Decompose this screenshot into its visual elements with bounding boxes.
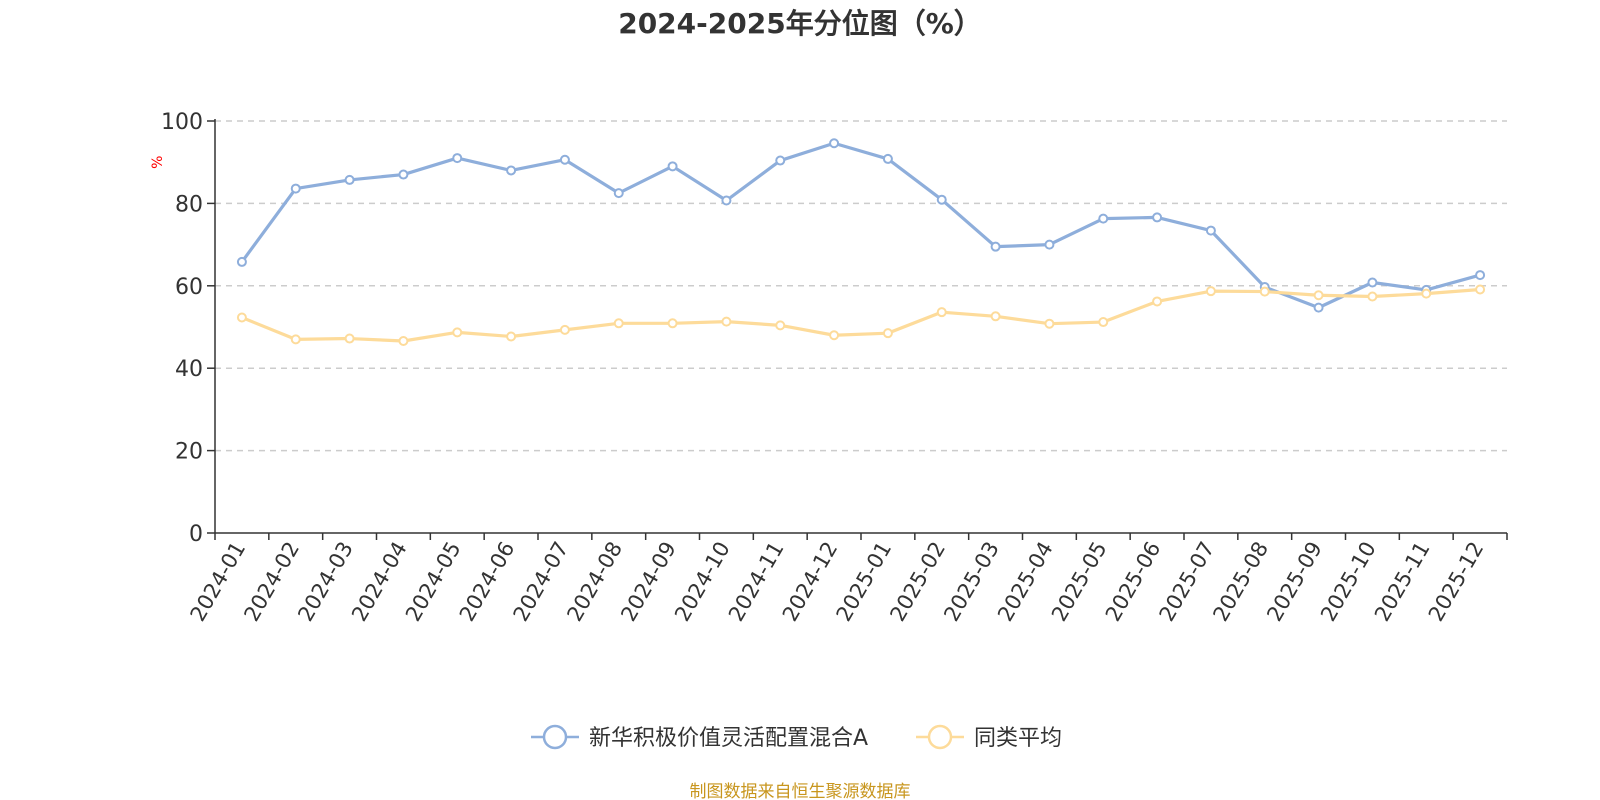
legend-item-1[interactable]: 新华积极价值灵活配置混合A bbox=[531, 724, 868, 751]
data-point bbox=[398, 336, 409, 347]
data-point bbox=[721, 316, 732, 327]
data-point bbox=[1259, 286, 1270, 297]
data-point bbox=[1313, 290, 1324, 301]
chart-title: 2024-2025年分位图（%） bbox=[618, 7, 982, 40]
data-point bbox=[1044, 239, 1055, 250]
data-point bbox=[236, 312, 247, 323]
legend[interactable]: 新华积极价值灵活配置混合A 同类平均 bbox=[531, 724, 1062, 751]
data-point bbox=[882, 328, 893, 339]
data-point bbox=[452, 327, 463, 338]
y-axis-label: % bbox=[150, 156, 166, 169]
data-point bbox=[990, 241, 1001, 252]
y-tick-label: 0 bbox=[189, 522, 203, 547]
data-point bbox=[936, 307, 947, 318]
y-tick-labels: 0 20 40 60 80 100 bbox=[161, 110, 203, 547]
data-point bbox=[559, 154, 570, 165]
data-point bbox=[559, 324, 570, 335]
data-point bbox=[721, 195, 732, 206]
series-2 bbox=[236, 284, 1486, 347]
data-point bbox=[1098, 213, 1109, 224]
series-1 bbox=[236, 138, 1486, 313]
data-point bbox=[290, 183, 301, 194]
axes bbox=[207, 119, 1508, 540]
series-line bbox=[240, 141, 1482, 310]
x-tick-labels: 2024-012024-022024-032024-042024-052024-… bbox=[186, 537, 1489, 625]
data-point bbox=[1205, 225, 1216, 236]
y-tick-label: 60 bbox=[175, 275, 203, 300]
legend-label: 同类平均 bbox=[974, 726, 1062, 751]
data-point bbox=[667, 161, 678, 172]
grid-lines bbox=[215, 120, 1507, 452]
y-tick-label: 80 bbox=[175, 192, 203, 217]
data-point bbox=[829, 330, 840, 341]
data-point bbox=[1421, 288, 1432, 299]
data-point bbox=[290, 334, 301, 345]
data-point bbox=[1313, 302, 1324, 313]
data-point bbox=[1152, 212, 1163, 223]
data-point bbox=[667, 318, 678, 329]
y-tick-label: 100 bbox=[161, 110, 203, 135]
data-source-footer: 制图数据来自恒生聚源数据库 bbox=[690, 782, 911, 800]
data-point bbox=[398, 169, 409, 180]
legend-item-2[interactable]: 同类平均 bbox=[916, 724, 1062, 751]
y-tick-label: 40 bbox=[175, 357, 203, 382]
data-point bbox=[936, 194, 947, 205]
data-point bbox=[1367, 277, 1378, 288]
legend-marker bbox=[927, 724, 953, 750]
data-point bbox=[1475, 270, 1486, 281]
data-point bbox=[236, 256, 247, 267]
data-point bbox=[613, 318, 624, 329]
data-point bbox=[1475, 284, 1486, 295]
data-point bbox=[775, 155, 786, 166]
data-point bbox=[990, 311, 1001, 322]
legend-label: 新华积极价值灵活配置混合A bbox=[589, 726, 868, 751]
data-point bbox=[506, 331, 517, 342]
legend-marker bbox=[542, 724, 568, 750]
data-point bbox=[344, 333, 355, 344]
data-point bbox=[1044, 318, 1055, 329]
data-point bbox=[1098, 317, 1109, 328]
data-point bbox=[506, 165, 517, 176]
data-point bbox=[452, 153, 463, 164]
data-point bbox=[882, 153, 893, 164]
data-point bbox=[775, 320, 786, 331]
y-tick-label: 20 bbox=[175, 440, 203, 465]
data-point bbox=[1205, 286, 1216, 297]
series-lines bbox=[236, 138, 1486, 347]
data-point bbox=[829, 138, 840, 149]
data-point bbox=[1367, 291, 1378, 302]
data-point bbox=[344, 174, 355, 185]
data-point bbox=[1152, 296, 1163, 307]
data-point bbox=[613, 188, 624, 199]
series-line bbox=[240, 287, 1482, 343]
